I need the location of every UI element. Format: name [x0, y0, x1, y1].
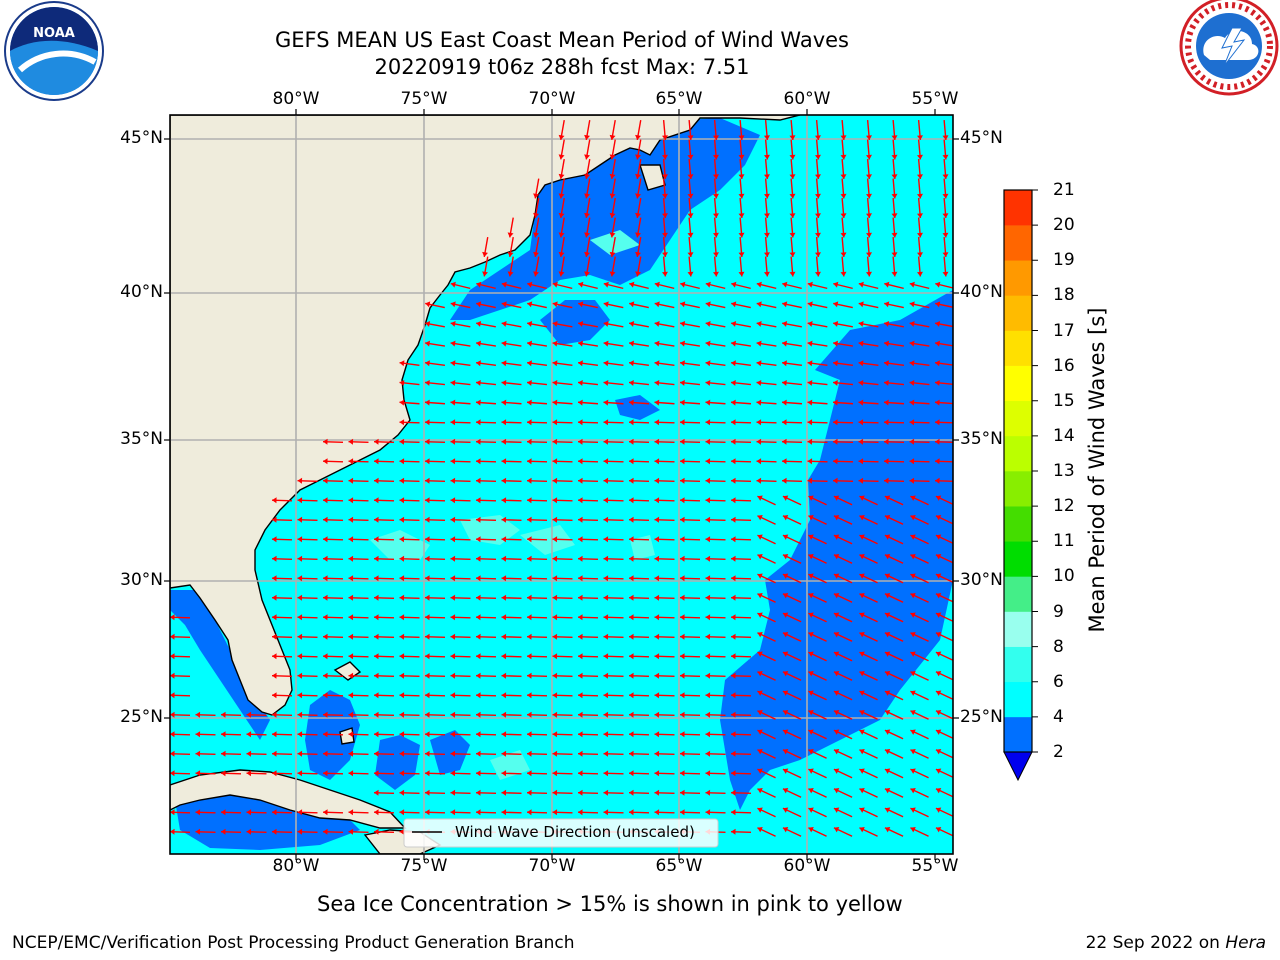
colorbar-segment — [1004, 260, 1032, 296]
colorbar-tick-label: 15 — [1053, 390, 1075, 411]
lat-label-left: 30°N — [120, 570, 163, 590]
lon-label-bottom: 65°W — [655, 856, 703, 876]
colorbar-label: Mean Period of Wind Waves [s] — [1085, 307, 1109, 633]
noaa-logo: NOAA — [4, 1, 104, 101]
colorbar — [1003, 189, 1038, 782]
chart-subtitle: 20220919 t06z 288h fcst Max: 7.51 — [374, 55, 750, 79]
lat-label-right: 30°N — [960, 570, 1003, 590]
lon-label-top: 70°W — [528, 89, 576, 109]
chart-title: GEFS MEAN US East Coast Mean Period of W… — [275, 28, 849, 52]
colorbar-segment — [1004, 716, 1032, 753]
colorbar-segment — [1004, 400, 1032, 437]
colorbar-tick-label: 10 — [1053, 566, 1075, 587]
lat-label-left: 40°N — [120, 282, 163, 302]
sea-ice-note: Sea Ice Concentration > 15% is shown in … — [317, 892, 903, 916]
lon-label-top: 65°W — [655, 89, 703, 109]
colorbar-tick-label: 17 — [1053, 320, 1075, 341]
lon-label-top: 55°W — [911, 89, 959, 109]
colorbar-segment — [1004, 295, 1032, 331]
wind-wave-direction-arrows — [170, 119, 953, 837]
colorbar-tick-label: 14 — [1053, 425, 1075, 446]
colorbar-tick-label: 18 — [1053, 285, 1075, 306]
colorbar-segment — [1004, 541, 1032, 577]
colorbar-tick-label: 11 — [1053, 531, 1075, 552]
colorbar-segment — [1004, 576, 1032, 612]
colorbar-tick-label: 6 — [1053, 671, 1064, 692]
colorbar-segment — [1004, 506, 1032, 542]
colorbar-tick-label: 12 — [1053, 496, 1075, 517]
lat-label-left: 35°N — [120, 429, 163, 449]
colorbar-segment — [1004, 225, 1032, 261]
lon-label-top: 60°W — [783, 89, 831, 109]
colorbar-tick-label: 19 — [1053, 250, 1075, 271]
colorbar-under-extension — [1003, 751, 1033, 782]
colorbar-segment — [1004, 646, 1032, 683]
land — [170, 115, 801, 854]
lon-label-bottom: 70°W — [528, 856, 576, 876]
lon-label-top: 75°W — [400, 89, 448, 109]
map-legend: Wind Wave Direction (unscaled) — [403, 818, 719, 848]
lon-label-bottom: 55°W — [911, 856, 959, 876]
legend-label: Wind Wave Direction (unscaled) — [455, 823, 695, 841]
lon-label-bottom: 60°W — [783, 856, 831, 876]
nws-logo — [1179, 0, 1279, 96]
colorbar-tick-label: 8 — [1053, 636, 1064, 657]
colorbar-tick-label: 4 — [1053, 706, 1064, 727]
colorbar-segment — [1004, 435, 1032, 472]
map-panel: Wind Wave Direction (unscaled) — [164, 109, 959, 860]
colorbar-segment — [1004, 681, 1032, 718]
colorbar-segment — [1004, 365, 1032, 402]
lat-label-right: 45°N — [960, 128, 1003, 148]
footer-host: Hera — [1225, 933, 1266, 953]
lon-label-bottom: 80°W — [272, 856, 320, 876]
noaa-logo-text: NOAA — [33, 26, 75, 41]
lat-label-right: 40°N — [960, 282, 1003, 302]
colorbar-tick-label: 2 — [1053, 742, 1064, 762]
colorbar-tick-label: 21 — [1053, 180, 1075, 200]
footer-date-text: 22 Sep 2022 on — [1085, 933, 1226, 953]
lat-label-right: 35°N — [960, 429, 1003, 449]
colorbar-segment — [1004, 471, 1032, 507]
lat-label-left: 25°N — [120, 707, 163, 727]
short-period-regions — [170, 118, 953, 850]
colorbar-tick-label: 16 — [1053, 355, 1075, 376]
lat-label-right: 25°N — [960, 707, 1003, 727]
colorbar-tick-label: 20 — [1053, 215, 1075, 236]
lat-label-left: 45°N — [120, 128, 163, 148]
lon-label-top: 80°W — [272, 89, 320, 109]
footer-date: 22 Sep 2022 on Hera — [1086, 932, 1266, 954]
colorbar-tick-label: 9 — [1053, 601, 1064, 622]
colorbar-segment — [1004, 611, 1032, 647]
lon-label-bottom: 75°W — [400, 856, 448, 876]
footer-branch: NCEP/EMC/Verification Post Processing Pr… — [12, 933, 575, 953]
colorbar-segment — [1004, 190, 1032, 226]
colorbar-tick-label: 13 — [1053, 461, 1075, 481]
colorbar-segment — [1004, 330, 1032, 366]
